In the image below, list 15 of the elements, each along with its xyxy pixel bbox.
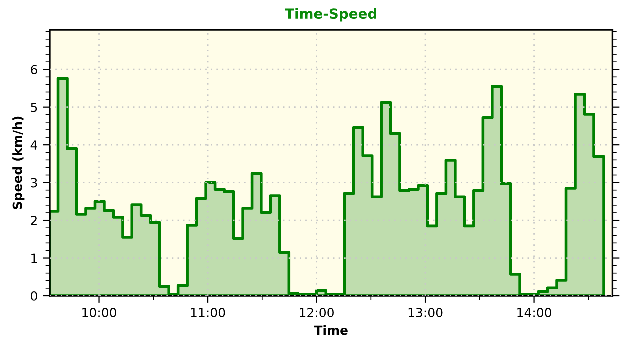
y-tick-label: 4 [30,140,38,150]
y-tick-label: 1 [32,254,38,264]
x-tick-label: 11:00 [191,308,226,318]
x-tick-label: 10:00 [82,308,116,318]
x-axis-title: Time [314,325,348,336]
x-tick-label: 13:00 [408,308,443,318]
chart-title: Time-Speed [285,8,376,22]
y-tick-label: 5 [31,102,38,112]
y-tick-label: 3 [31,178,38,188]
x-tick-label: 12:00 [300,308,334,318]
y-tick-label: 6 [31,65,38,75]
x-tick-label: 14:00 [518,308,552,318]
y-axis-title: Speed (km/h) [12,116,25,210]
y-tick-label: 0 [31,291,38,301]
y-tick-label: 2 [31,216,37,226]
